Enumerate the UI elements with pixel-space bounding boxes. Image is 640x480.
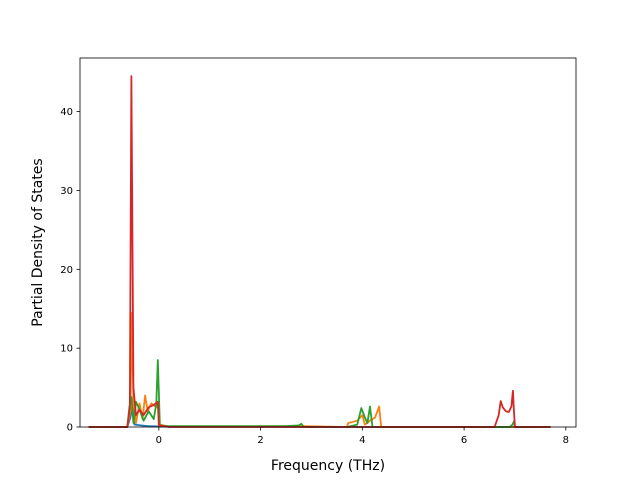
- y-tick-label: 20: [60, 265, 73, 276]
- y-tick-label: 30: [60, 186, 73, 197]
- y-tick-label: 0: [67, 423, 73, 434]
- series-line-4: [88, 75, 551, 428]
- ticks-layer: 0 2 4 6 8 0 10 20 30 40: [60, 107, 569, 446]
- plot-frame: [79, 57, 577, 428]
- series-layer: [88, 75, 551, 428]
- x-tick-label: 4: [359, 435, 365, 446]
- x-tick-label: 2: [257, 435, 263, 446]
- x-axis-label: Frequency (THz): [271, 458, 385, 474]
- x-tick-label: 6: [461, 435, 467, 446]
- y-tick-label: 10: [60, 344, 73, 355]
- y-axis-label: Partial Density of States: [30, 158, 46, 326]
- y-tick-label: 40: [60, 107, 73, 118]
- x-tick-label: 0: [156, 435, 162, 446]
- x-tick-label: 8: [563, 435, 569, 446]
